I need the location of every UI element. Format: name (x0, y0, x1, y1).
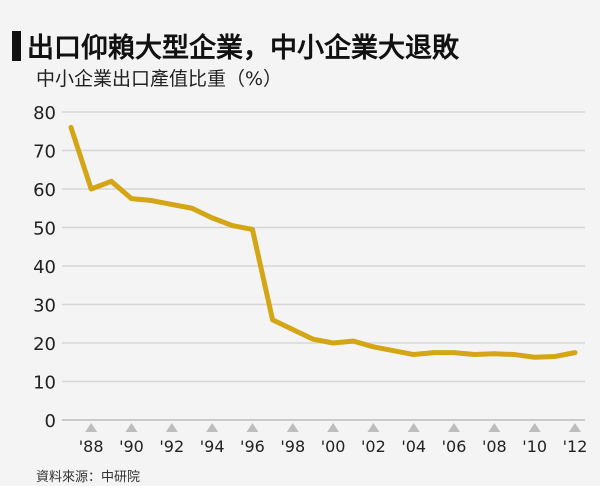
x-tick-marker (327, 423, 340, 432)
x-tick-label: '04 (401, 437, 426, 456)
x-tick-label: '08 (482, 437, 507, 456)
y-tick-label: 60 (33, 180, 56, 201)
y-tick-label: 50 (33, 219, 56, 240)
y-tick-label: 20 (33, 334, 56, 355)
x-tick-marker (165, 423, 178, 432)
x-tick-label: '00 (321, 437, 346, 456)
x-tick-label: '02 (361, 437, 386, 456)
x-tick-marker (206, 423, 219, 432)
chart-subtitle: 中小企業出口產值比重（%） (36, 68, 283, 90)
x-tick-marker (569, 423, 581, 432)
x-tick-marker (488, 423, 501, 432)
x-tick-marker (407, 423, 420, 432)
y-tick-label: 70 (33, 142, 56, 163)
x-tick-label: '94 (200, 437, 225, 456)
x-tick-marker (448, 423, 461, 432)
chart-title: 出口仰賴大型企業，中小企業大退敗 (12, 26, 459, 65)
x-tick-marker (367, 423, 380, 432)
x-tick-label: '12 (563, 437, 588, 456)
source-note: 資料來源：中研院 (36, 470, 141, 485)
series-line (68, 124, 578, 360)
y-tick-label: 30 (33, 296, 56, 317)
x-tick-label: '90 (119, 437, 144, 456)
y-tick-label: 10 (33, 373, 56, 394)
y-tick-label: 40 (33, 257, 56, 278)
y-tick-label: 80 (33, 103, 56, 124)
x-tick-label: '96 (240, 437, 265, 456)
x-tick-label: '88 (79, 437, 104, 456)
title-bar-mark (12, 30, 21, 61)
y-tick-label: 0 (45, 411, 56, 432)
x-tick-marker (85, 423, 98, 432)
x-tick-marker (246, 423, 259, 432)
x-tick-label: '98 (280, 437, 305, 456)
x-tick-label: '10 (522, 437, 547, 456)
x-tick-marker (125, 423, 138, 432)
x-tick-marker (528, 423, 541, 432)
title-text: 出口仰賴大型企業，中小企業大退敗 (27, 33, 459, 64)
x-tick-marker (286, 423, 299, 432)
x-tick-label: '06 (442, 437, 467, 456)
x-tick-label: '92 (159, 437, 184, 456)
